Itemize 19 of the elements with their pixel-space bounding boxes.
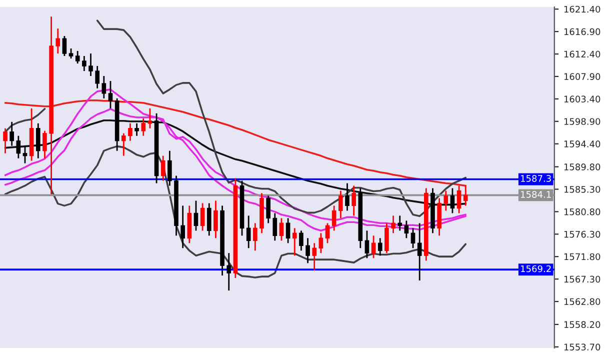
ref-line-label: 1584.1 <box>521 191 551 198</box>
y-tick-label: 1553.70 <box>564 344 600 350</box>
y-tick-label: 1576.30 <box>564 230 600 238</box>
y-tick-label: 1603.40 <box>564 96 600 102</box>
y-tick-label: 1594.40 <box>564 140 600 148</box>
y-tick-label: 1612.40 <box>564 50 600 58</box>
y-tick-label: 1616.90 <box>564 28 600 36</box>
y-tick-label: 1598.90 <box>564 118 600 125</box>
y-tick-label: 1621.40 <box>564 6 600 13</box>
y-tick-label: 1580.80 <box>564 208 600 216</box>
y-tick-label: 1571.80 <box>564 253 600 260</box>
y-tick-label: 1607.90 <box>564 73 600 80</box>
y-tick-label: 1567.30 <box>564 276 600 283</box>
y-tick-label: 1558.20 <box>564 321 600 328</box>
y-tick-label: 1589.80 <box>564 164 600 170</box>
y-tick-label: 1562.80 <box>564 298 600 306</box>
ref-line-label: 1569.2 <box>521 265 551 272</box>
y-tick-label: 1585.30 <box>564 186 600 193</box>
ref-line-label: 1587.3 <box>521 175 551 182</box>
